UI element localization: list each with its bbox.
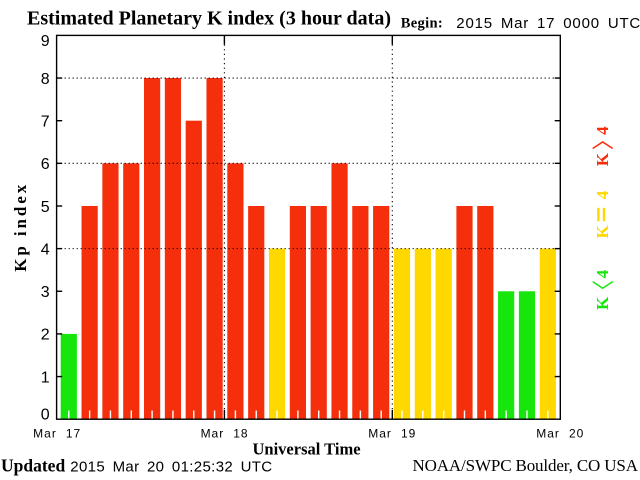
svg-text:K: K [593, 152, 612, 166]
svg-text:Universal Time: Universal Time [253, 440, 361, 459]
svg-text:2: 2 [41, 327, 50, 344]
svg-text:4: 4 [593, 190, 612, 199]
svg-text:Mar 20: Mar 20 [536, 426, 584, 440]
svg-text:5: 5 [41, 199, 50, 216]
svg-text:4: 4 [593, 126, 612, 135]
svg-text:1: 1 [41, 369, 50, 386]
svg-text:NOAA/SWPC Boulder, CO USA: NOAA/SWPC Boulder, CO USA [413, 456, 639, 475]
svg-text:6: 6 [41, 156, 50, 173]
svg-text:4: 4 [593, 269, 612, 278]
svg-text:Mar 17: Mar 17 [33, 426, 81, 440]
svg-text:0: 0 [41, 407, 50, 424]
svg-text:Begin:: Begin: [401, 16, 443, 32]
svg-text:Kp index: Kp index [11, 184, 30, 272]
svg-text:7: 7 [41, 113, 50, 130]
svg-text:9: 9 [41, 33, 50, 50]
svg-text:2015 Mar 17 0000 UTC: 2015 Mar 17 0000 UTC [456, 15, 640, 32]
svg-text:4: 4 [41, 241, 50, 258]
svg-text:K: K [593, 296, 612, 310]
svg-text:Mar 19: Mar 19 [368, 426, 416, 440]
svg-text:3: 3 [41, 284, 50, 301]
svg-text:8: 8 [41, 71, 50, 88]
svg-text:Mar 18: Mar 18 [201, 426, 249, 440]
svg-text:Estimated Planetary K index (3: Estimated Planetary K index (3 hour data… [27, 8, 391, 30]
svg-text:K: K [593, 225, 612, 239]
svg-text:Updated: Updated [1, 456, 65, 476]
svg-text:2015 Mar 20 01:25:32 UTC: 2015 Mar 20 01:25:32 UTC [70, 459, 272, 476]
